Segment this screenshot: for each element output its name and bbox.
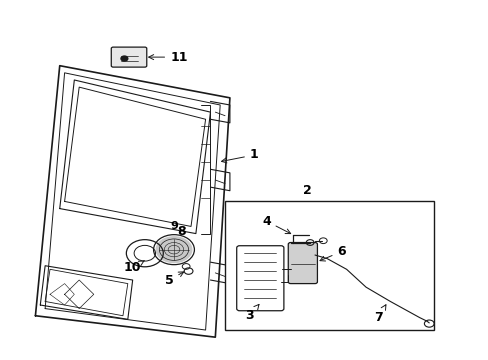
Text: 11: 11 bbox=[148, 51, 187, 64]
FancyBboxPatch shape bbox=[287, 243, 317, 284]
Circle shape bbox=[121, 56, 127, 61]
Text: 9: 9 bbox=[170, 221, 178, 231]
Bar bbox=[224, 202, 433, 330]
Text: 7: 7 bbox=[373, 305, 385, 324]
Circle shape bbox=[155, 236, 192, 263]
FancyBboxPatch shape bbox=[111, 47, 146, 67]
FancyBboxPatch shape bbox=[236, 246, 284, 311]
Text: 3: 3 bbox=[244, 305, 259, 322]
Text: 4: 4 bbox=[262, 215, 290, 234]
Text: 1: 1 bbox=[221, 148, 258, 163]
Text: 6: 6 bbox=[319, 245, 346, 261]
Text: 10: 10 bbox=[123, 261, 144, 274]
Text: 5: 5 bbox=[164, 272, 183, 287]
Text: 2: 2 bbox=[303, 184, 311, 197]
Text: 8: 8 bbox=[177, 225, 185, 238]
